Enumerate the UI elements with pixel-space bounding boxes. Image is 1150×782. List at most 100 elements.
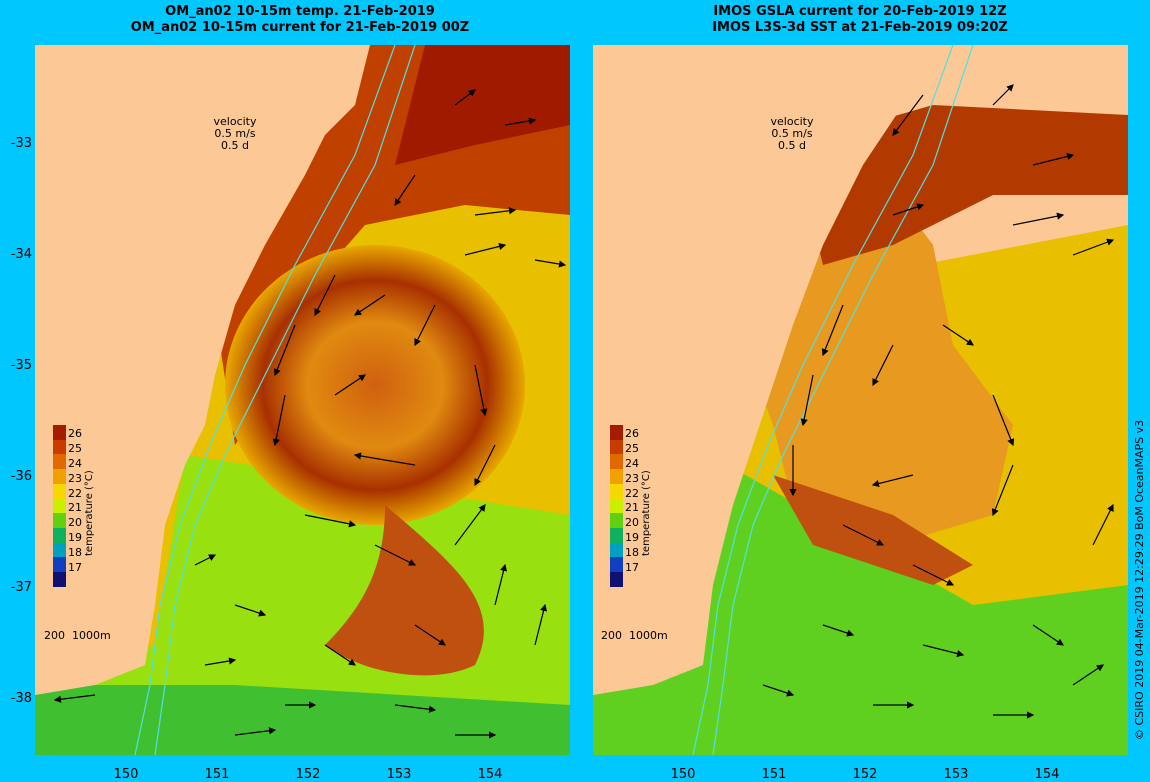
velocity-speed: 0.5 m/s [214,127,256,140]
colorbar-tick-label: 19 [68,531,82,545]
depth-1000: 1000m [629,629,668,642]
colorbar-swatch [53,454,66,470]
left-map-svg [35,45,570,755]
right-title-line2: IMOS L3S-3d SST at 21-Feb-2019 09:20Z [712,20,1008,35]
colorbar-tick-label: 20 [625,516,639,530]
right-depth-legend: 200 1000m [601,629,668,642]
land [35,45,370,695]
y-tick-label: -35 [10,358,32,373]
x-tick-label: 154 [477,767,503,782]
colorbar-tick-label: 17 [68,561,82,575]
y-tick-label: -38 [10,691,32,706]
colorbar-tick-label: 19 [625,531,639,545]
right-velocity-legend: velocity 0.5 m/s 0.5 d [762,116,822,152]
x-tick-label: 153 [943,767,969,782]
colorbar-swatch [53,425,66,440]
velocity-label: velocity [770,115,814,128]
colorbar-swatch [610,513,623,529]
current-arrows [762,84,1115,719]
colorbar-swatch [610,454,623,470]
velocity-time: 0.5 d [221,139,249,152]
colorbar-swatch [610,557,623,573]
x-tick-label: 151 [204,767,230,782]
left-title-line2: OM_an02 10-15m current for 21-Feb-2019 0… [130,20,470,35]
bathymetry-1000m [154,45,416,755]
colorbar-tick-label: 24 [68,456,82,470]
credit-text: © CSIRO 2019 04-Mar-2019 12:29:29 BoM Oc… [1133,419,1146,740]
left-velocity-legend: velocity 0.5 m/s 0.5 d [205,116,265,152]
x-tick-label: 152 [295,767,321,782]
colorbar-swatch [610,528,623,543]
colorbar-swatch [610,572,623,587]
colorbar-swatch [610,498,623,514]
left-depth-legend: 200 1000m [44,629,111,642]
colorbar-tick-label: 18 [625,546,639,560]
colorbar-tick-label: 21 [625,501,639,515]
left-title-line1: OM_an02 10-15m temp. 21-Feb-2019 [165,4,435,19]
velocity-speed: 0.5 m/s [771,127,813,140]
x-tick-label: 153 [386,767,412,782]
eac-warm-core [220,45,570,445]
velocity-label: velocity [213,115,257,128]
right-colorbar-title: temperature (°C) [641,470,652,556]
sst-warm-band [793,105,1128,265]
velocity-time: 0.5 d [778,139,806,152]
right-title: IMOS GSLA current for 20-Feb-2019 12Z IM… [600,4,1120,36]
depth-200: 200 [44,629,65,642]
colorbar-tick-label: 26 [625,427,639,440]
right-title-line1: IMOS GSLA current for 20-Feb-2019 12Z [713,4,1007,19]
bathymetry-200m [134,45,396,755]
y-tick-label: -36 [10,469,32,484]
colorbar-swatch [610,483,623,499]
colorbar-swatch [53,542,66,558]
colorbar-tick-label: 22 [68,486,82,500]
colorbar-tick-label: 22 [625,486,639,500]
right-map-svg [593,45,1128,755]
right-colorbar [610,425,623,587]
x-tick-label: 152 [852,767,878,782]
x-tick-label: 154 [1034,767,1060,782]
colorbar-tick-label: 23 [625,471,639,485]
right-colorbar-ticks: 26 25 24 23 22 21 20 19 18 17 [625,428,639,577]
colorbar-swatch [53,483,66,499]
left-colorbar [53,425,66,587]
green-water [35,455,570,755]
y-tick-label: -37 [10,580,32,595]
land [593,45,923,695]
colorbar-tick-label: 20 [68,516,82,530]
left-colorbar-ticks: 26 25 24 23 22 21 20 19 18 17 [68,428,82,577]
bathymetry-200m [692,45,954,755]
colorbar-swatch [610,542,623,558]
colorbar-swatch [610,439,623,455]
colorbar-swatch [53,528,66,543]
colorbar-tick-label: 21 [68,501,82,515]
bathymetry-1000m [712,45,974,755]
left-map-panel [35,45,570,755]
y-tick-label: -34 [10,247,32,262]
x-tick-label: 150 [113,767,139,782]
colorbar-swatch [53,469,66,484]
colorbar-swatch [610,425,623,440]
colorbar-swatch [53,557,66,573]
warm-eddy [225,245,525,525]
southern-green [35,685,570,755]
x-tick-label: 150 [670,767,696,782]
colorbar-swatch [53,513,66,529]
current-arrows [53,89,567,739]
colorbar-tick-label: 23 [68,471,82,485]
left-colorbar-title: temperature (°C) [84,470,95,556]
colorbar-tick-label: 26 [68,427,82,440]
colorbar-tick-label: 25 [625,441,639,455]
colorbar-tick-label: 18 [68,546,82,560]
depth-1000: 1000m [72,629,111,642]
x-tick-label: 151 [761,767,787,782]
depth-200: 200 [601,629,622,642]
y-tick-label: -33 [10,136,32,151]
colorbar-swatch [53,572,66,587]
colorbar-tick-label: 24 [625,456,639,470]
colorbar-swatch [610,469,623,484]
colorbar-tick-label: 25 [68,441,82,455]
colorbar-swatch [53,439,66,455]
right-map-panel [593,45,1128,755]
colorbar-tick-label: 17 [625,561,639,575]
